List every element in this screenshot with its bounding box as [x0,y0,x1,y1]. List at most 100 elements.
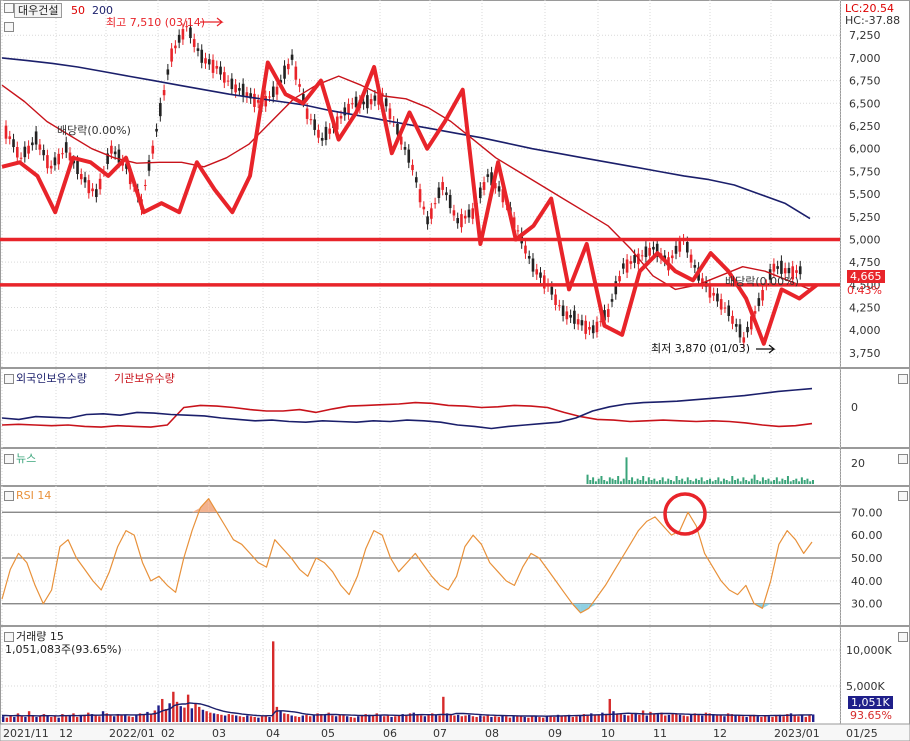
news-bar [695,478,698,484]
rsi-close-icon[interactable] [898,491,908,501]
date-axis-label: 02 [161,727,175,740]
price-candle [49,165,53,169]
volume-settings-icon[interactable] [4,632,14,642]
price-candle [437,187,441,198]
price-candle [539,272,542,278]
volume-bar [471,716,475,722]
volume-bar [275,706,279,722]
news-bar [714,480,717,484]
price-candle [550,286,554,295]
news-bar [803,480,806,484]
volume-bar [671,714,674,722]
volume-bar [686,716,689,722]
price-candle [441,182,444,190]
volume-bar [238,716,242,722]
grid-icon[interactable] [4,22,14,32]
news-bar [617,476,620,484]
lc-label: LC:20.54 [845,2,895,15]
volume-bar [641,710,645,722]
volume-bar [723,716,726,722]
volume-bar [308,716,312,722]
volume-bar [127,716,131,722]
price-candle [87,180,91,194]
volume-bar [416,714,419,722]
news-bar [667,478,670,484]
price-candle [554,294,557,305]
volume-bar [726,713,730,722]
volume-bar [334,716,338,722]
volume-bar [638,714,641,722]
rsi-settings-icon[interactable] [4,491,14,501]
volume-bar [5,717,9,722]
volume-bar [72,713,75,722]
volume-bar [316,713,319,722]
price-candle [614,281,618,295]
volume-bar [286,714,290,722]
price-candle [4,125,8,139]
price-candle [8,136,12,139]
volume-bar [116,714,120,722]
volume-bar [24,716,27,722]
price-candle [68,152,72,161]
volume-bar [501,715,504,722]
price-candle [501,189,505,203]
price-candle [211,59,215,73]
news-bar [614,480,617,484]
news-bar [644,481,647,484]
news-close-icon[interactable] [898,454,908,464]
price-candle [339,115,343,119]
price-candle [591,325,595,334]
volume-close-icon[interactable] [898,632,908,642]
price-candle [588,326,591,330]
price-candle [46,155,49,169]
date-axis-label: 06 [383,727,397,740]
volume-bar [786,714,789,722]
price-candle [573,310,576,324]
date-axis-label: 03 [212,727,226,740]
price-candle [490,172,493,186]
volume-bar [704,712,708,722]
holding-close-icon[interactable] [898,374,908,384]
volume-bar [782,716,785,722]
volume-bar [767,716,771,722]
news-bar [778,481,781,484]
stock-name-label[interactable]: 대우건설 [14,3,63,18]
volume-bar [183,707,186,722]
price-candle [542,275,546,289]
price-axis-tick: 5,750 [849,165,881,178]
price-candle [287,63,290,70]
volume-bar [615,713,619,722]
volume-bar [460,716,464,722]
news-settings-icon[interactable] [4,454,14,464]
volume-bar [493,716,497,722]
price-candle [422,206,426,210]
news-bar [608,477,611,484]
rsi-axis-tick: 60.00 [851,529,883,542]
price-candle [110,145,113,154]
volume-bar [405,714,408,722]
price-axis-tick: 4,000 [849,324,881,337]
rsi-axis-tick: 70.00 [851,506,883,519]
volume-bar [812,714,815,722]
holding-settings-icon[interactable] [4,374,14,384]
volume-bar [745,716,748,722]
rsi-overbought-fill [192,507,201,513]
price-candle [249,93,252,99]
price-candle [373,95,377,101]
volume-bar [360,715,364,722]
volume-bar [645,715,648,722]
volume-bar [216,714,219,722]
rsi-line [1,498,813,614]
price-candle [159,103,162,117]
rsi-panel-frame [0,486,910,626]
date-axis-label: 01/25 [846,727,878,740]
price-candle [610,299,614,302]
settings-icon[interactable] [4,3,14,13]
volume-bar [512,716,515,722]
volume-bar [556,714,560,722]
price-candle [23,146,27,158]
price-candle [283,65,286,79]
price-candle [238,88,241,91]
volume-bar [752,714,756,722]
volume-bar [741,716,745,722]
